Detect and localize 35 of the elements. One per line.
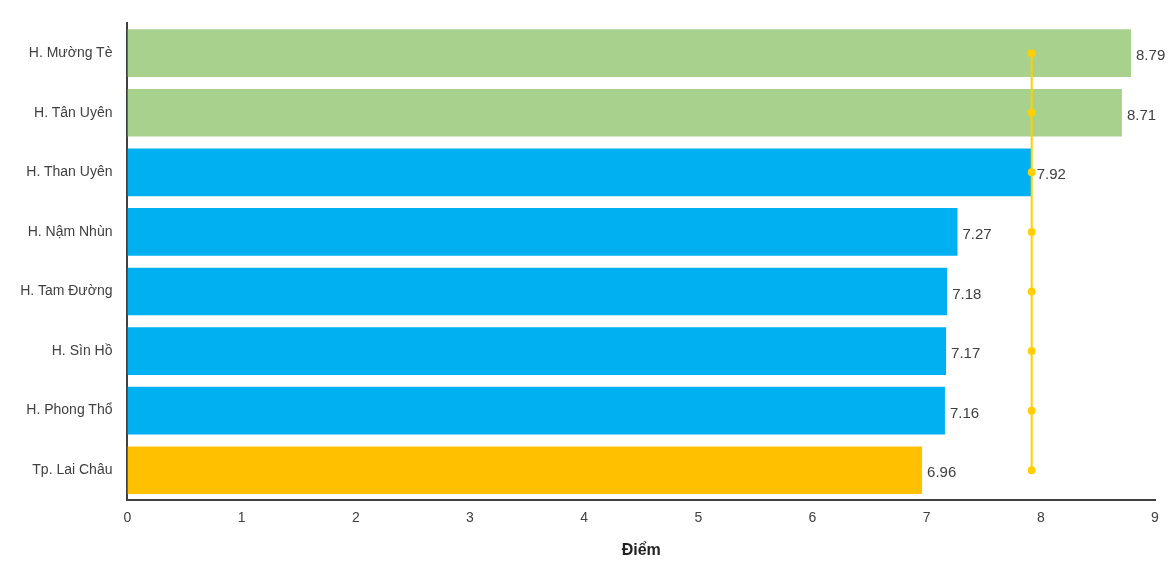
y-tick-label: H. Tân Uyên bbox=[34, 103, 113, 120]
y-tick-label: H. Sìn Hồ bbox=[51, 341, 113, 358]
bar bbox=[127, 29, 1132, 78]
y-tick-label: H. Phong Thổ bbox=[26, 401, 113, 418]
bar bbox=[127, 148, 1032, 197]
data-label: 8.71 bbox=[1126, 105, 1157, 123]
bar bbox=[127, 208, 958, 256]
x-tick-label: 3 bbox=[466, 509, 475, 526]
bar bbox=[127, 327, 947, 375]
x-tick-label: 4 bbox=[580, 509, 589, 526]
data-label: 8.79 bbox=[1136, 46, 1166, 64]
y-tick-label: H. Tam Đường bbox=[20, 282, 113, 299]
x-tick-label: 5 bbox=[694, 509, 703, 526]
bar bbox=[127, 386, 945, 435]
y-tick-label: H. Than Uyên bbox=[26, 163, 113, 180]
x-tick-label: 9 bbox=[1151, 509, 1160, 526]
x-tick-label: 8 bbox=[1036, 509, 1045, 526]
y-tick-label: H. Mường Tè bbox=[28, 44, 113, 61]
bar bbox=[127, 446, 923, 495]
x-axis-title: Điểm bbox=[621, 540, 661, 558]
x-tick-label: 2 bbox=[351, 509, 360, 526]
data-label: 7.27 bbox=[962, 225, 992, 243]
data-label: 7.92 bbox=[1036, 165, 1066, 183]
bar bbox=[127, 88, 1122, 137]
x-tick-label: 6 bbox=[808, 509, 817, 526]
data-label: 7.16 bbox=[949, 403, 980, 421]
x-tick-label: 0 bbox=[123, 509, 132, 526]
data-label: 6.96 bbox=[927, 463, 957, 481]
x-tick-label: 7 bbox=[922, 509, 931, 526]
y-tick-label: Tp. Lai Châu bbox=[32, 461, 113, 478]
data-label: 7.17 bbox=[951, 344, 981, 362]
x-tick-label: 1 bbox=[237, 509, 246, 526]
y-tick-label: H. Nậm Nhùn bbox=[27, 222, 113, 239]
data-label: 7.18 bbox=[952, 284, 982, 302]
bar bbox=[127, 267, 948, 316]
